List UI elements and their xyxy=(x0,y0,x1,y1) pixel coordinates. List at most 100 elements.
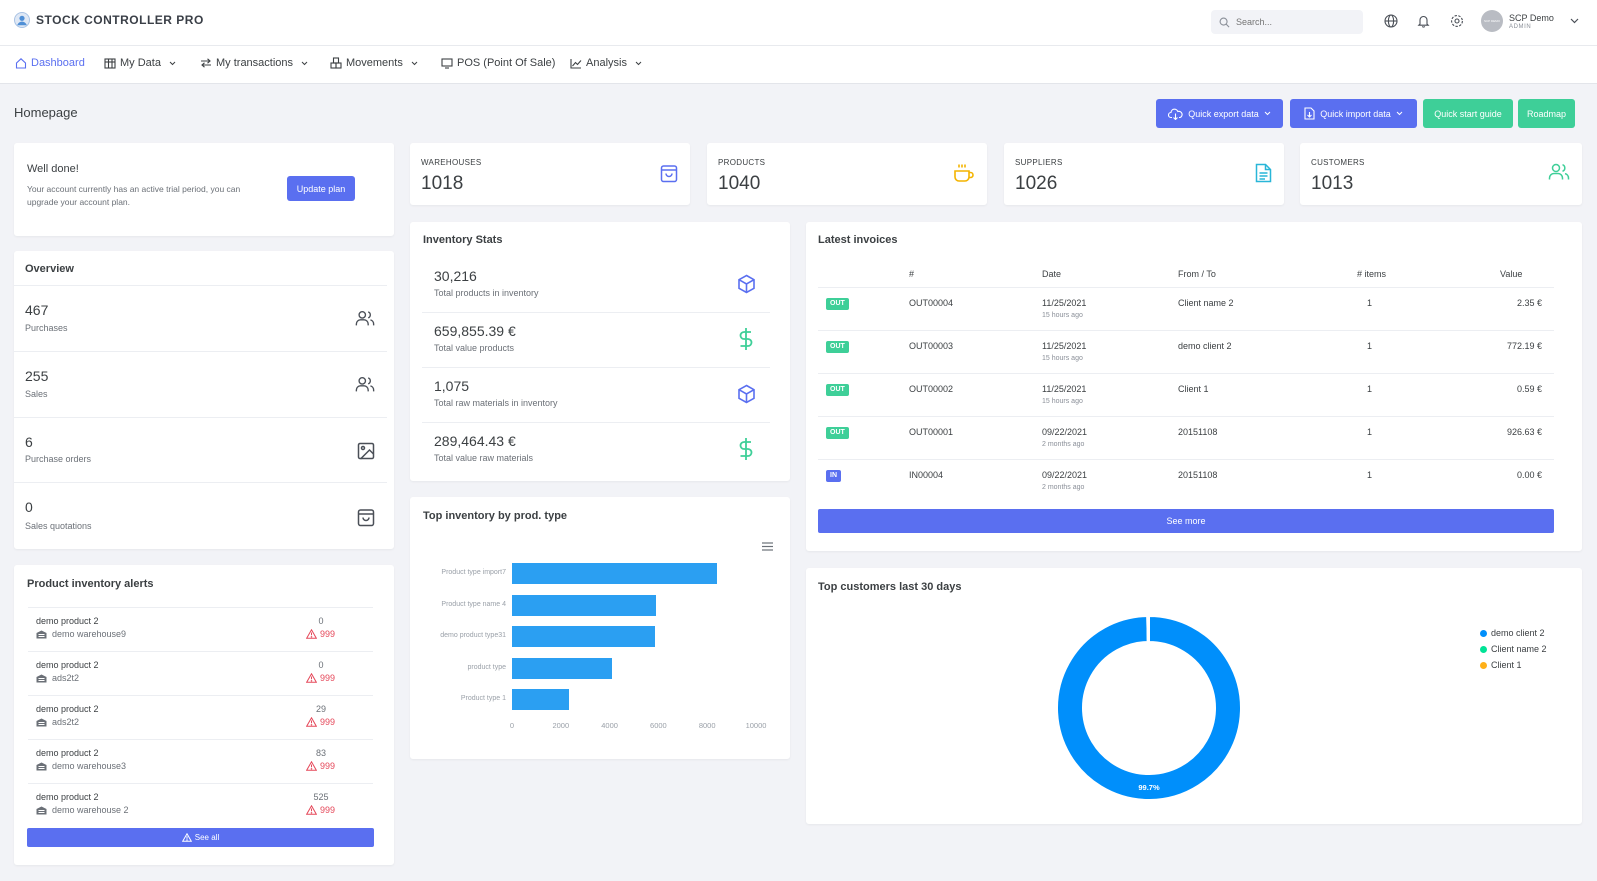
nav-analysis[interactable]: Analysis xyxy=(570,57,642,69)
table-row[interactable]: OUT OUT00004 11/25/2021 15 hours ago Cli… xyxy=(818,287,1554,329)
quick-export-button[interactable]: Quick export data xyxy=(1156,99,1283,128)
alert-threshold-value: 999 xyxy=(320,629,336,639)
quick-import-button[interactable]: Quick import data xyxy=(1290,99,1417,128)
chevron-down-icon xyxy=(1264,111,1271,116)
chevron-down-icon xyxy=(635,61,642,66)
col-header-value: Value xyxy=(1500,269,1523,279)
bar[interactable] xyxy=(512,689,570,710)
nav-pos[interactable]: POS (Point Of Sale) xyxy=(441,57,555,69)
invoice-number[interactable]: OUT00003 xyxy=(909,341,954,351)
bar[interactable] xyxy=(512,563,717,584)
bar[interactable] xyxy=(512,626,655,647)
overview-sales[interactable]: 255 Sales xyxy=(14,351,387,417)
alert-warehouse: demo warehouse9 xyxy=(36,629,126,639)
bar[interactable] xyxy=(512,594,656,616)
inventory-stat-row: 659,855.39 € Total value products xyxy=(422,313,770,368)
invoice-number[interactable]: OUT00004 xyxy=(909,298,954,308)
avatar: SCP DEMO xyxy=(1481,10,1503,32)
nav-movements[interactable]: Movements xyxy=(330,57,418,69)
alert-row[interactable]: demo product 2 demo warehouse3 83 999 xyxy=(28,739,373,782)
donut-slice[interactable] xyxy=(1147,614,1150,644)
invoice-type-badge: IN xyxy=(826,470,841,482)
x-tick-label: 10000 xyxy=(745,721,767,730)
legend-item[interactable]: Client name 2 xyxy=(1480,644,1547,654)
search-box[interactable] xyxy=(1211,10,1363,34)
update-plan-button[interactable]: Update plan xyxy=(287,176,355,201)
shopping-bag-icon xyxy=(660,163,678,183)
stat-card-products: PRODUCTS 1040 xyxy=(707,143,987,205)
warehouse-icon xyxy=(36,674,47,683)
search-input[interactable] xyxy=(1236,17,1346,27)
alert-threshold-value: 999 xyxy=(320,673,336,683)
boxes-icon xyxy=(330,57,342,69)
see-all-button[interactable]: See all xyxy=(27,828,374,847)
table-row[interactable]: OUT OUT00001 09/22/2021 2 months ago 201… xyxy=(818,416,1554,458)
warning-icon xyxy=(306,761,317,771)
globe-icon[interactable] xyxy=(1384,14,1398,28)
nav-my-transactions[interactable]: My transactions xyxy=(200,57,308,69)
alert-threshold: 999 xyxy=(306,761,335,771)
legend-item[interactable]: Client 1 xyxy=(1480,660,1522,670)
brand-title: STOCK CONTROLLER PRO xyxy=(36,13,204,27)
invoice-number[interactable]: OUT00002 xyxy=(909,384,954,394)
line-chart-icon xyxy=(570,58,582,69)
warehouse-icon xyxy=(36,630,47,639)
alert-row[interactable]: demo product 2 ads2t2 0 999 xyxy=(28,651,373,694)
alert-quantity: 29 xyxy=(315,704,326,714)
brand[interactable]: STOCK CONTROLLER PRO xyxy=(14,12,204,28)
alert-product: demo product 2 xyxy=(36,616,99,626)
users-icon xyxy=(355,310,375,327)
nav-my-data[interactable]: My Data xyxy=(104,57,176,69)
nav-pos-label: POS (Point Of Sale) xyxy=(457,57,556,69)
table-row[interactable]: IN IN00004 09/22/2021 2 months ago 20151… xyxy=(818,459,1554,501)
alert-quantity: 525 xyxy=(313,792,329,802)
invoice-number[interactable]: IN00004 xyxy=(909,470,944,480)
alert-row[interactable]: demo product 2 demo warehouse9 0 999 xyxy=(28,607,373,650)
inventory-stat-label: Total value raw materials xyxy=(434,453,534,463)
col-header-number: # xyxy=(909,269,915,279)
alert-warehouse: demo warehouse 2 xyxy=(36,805,129,815)
inventory-stat-label: Total products in inventory xyxy=(434,288,539,298)
legend-item[interactable]: demo client 2 xyxy=(1480,628,1545,638)
donut-data-label: 99.7% xyxy=(1138,783,1160,792)
cube-icon xyxy=(737,274,756,294)
stat-value: 1040 xyxy=(718,173,761,194)
alert-warehouse: ads2t2 xyxy=(36,717,79,727)
stat-card-suppliers: SUPPLIERS 1026 xyxy=(1004,143,1284,205)
invoice-type-badge: OUT xyxy=(826,298,849,310)
overview-purchases[interactable]: 467 Purchases xyxy=(14,285,387,351)
coffee-icon xyxy=(953,163,975,183)
table-row[interactable]: OUT OUT00003 11/25/2021 15 hours ago dem… xyxy=(818,330,1554,372)
nav-dashboard[interactable]: Dashboard xyxy=(15,57,85,69)
user-menu[interactable]: SCP DEMO SCP Demo ADMIN xyxy=(1481,10,1579,32)
quick-start-guide-button[interactable]: Quick start guide xyxy=(1423,99,1513,128)
donut-slice[interactable] xyxy=(1056,614,1242,801)
plan-card: Well done! Your account currently has an… xyxy=(14,143,394,236)
gear-icon[interactable] xyxy=(1450,14,1464,28)
see-more-button[interactable]: See more xyxy=(818,509,1554,533)
alert-threshold: 999 xyxy=(306,629,335,639)
overview-label: Sales xyxy=(25,389,48,399)
warehouse-icon xyxy=(36,762,47,771)
x-tick-label: 6000 xyxy=(650,721,667,730)
roadmap-button[interactable]: Roadmap xyxy=(1518,99,1575,128)
dollar-icon xyxy=(739,437,753,461)
latest-invoices-card: Latest invoices # Date From / To # items… xyxy=(806,222,1582,551)
table-row[interactable]: OUT OUT00002 11/25/2021 15 hours ago Cli… xyxy=(818,373,1554,415)
plan-message: Your account currently has an active tri… xyxy=(27,184,241,207)
alert-warehouse-label: ads2t2 xyxy=(52,717,80,727)
alert-row[interactable]: demo product 2 ads2t2 29 999 xyxy=(28,695,373,738)
overview-sales-quotations[interactable]: 0 Sales quotations xyxy=(14,482,387,548)
chevron-down-icon xyxy=(1396,111,1403,116)
alert-row[interactable]: demo product 2 demo warehouse 2 525 999 xyxy=(28,783,373,826)
bar[interactable] xyxy=(512,657,613,679)
stat-label: WAREHOUSES xyxy=(421,158,482,167)
invoice-number[interactable]: OUT00001 xyxy=(909,427,954,437)
inventory-stat-value: 30,216 xyxy=(434,268,477,284)
document-icon xyxy=(1255,163,1272,183)
col-header-items: # items xyxy=(1357,269,1387,279)
alert-product: demo product 2 xyxy=(36,660,99,670)
overview-purchase-orders[interactable]: 6 Purchase orders xyxy=(14,417,387,482)
hamburger-menu-icon[interactable] xyxy=(762,542,773,551)
bell-icon[interactable] xyxy=(1417,14,1430,28)
